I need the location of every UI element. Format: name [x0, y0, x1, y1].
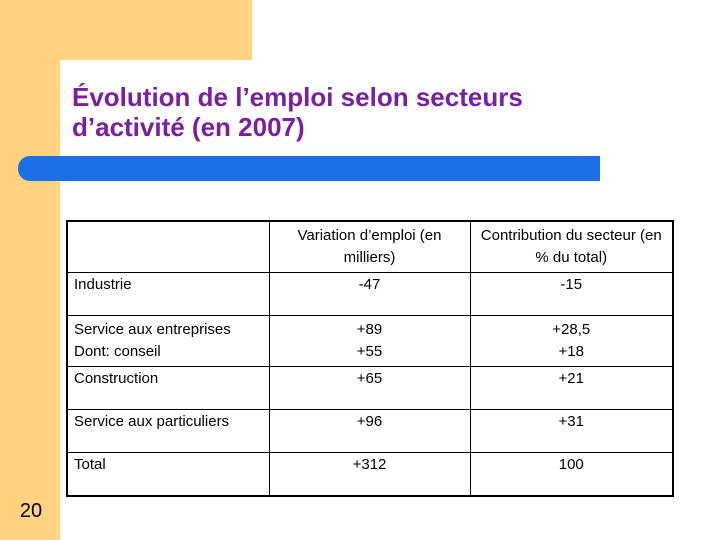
table-header-row: Variation d’emploi (en milliers) Contrib… — [66, 220, 674, 273]
row-contribution: 100 — [469, 452, 674, 497]
row-variation-sub: +55 — [356, 343, 383, 360]
title-panel — [60, 60, 720, 160]
row-variation: +312 — [268, 452, 471, 497]
table-row: Service aux particuliers +96 +31 — [66, 409, 674, 453]
header-empty — [66, 220, 270, 273]
row-contribution-sub: +18 — [558, 343, 584, 360]
row-variation: +89 +55 — [268, 315, 471, 367]
row-variation-main: +89 — [356, 321, 383, 338]
row-label: Service aux particuliers — [66, 409, 270, 453]
row-contribution: +21 — [469, 366, 674, 410]
row-contribution-main: +28,5 — [552, 321, 591, 338]
top-decorative-block — [0, 0, 252, 60]
slide-title-line2: d’activité (en 2007) — [72, 112, 305, 142]
header-variation-line1: Variation d’emploi — [297, 227, 416, 244]
header-contribution-line1: Contribution du secteur — [480, 227, 636, 244]
row-label: Service aux entreprises Dont: conseil — [66, 315, 270, 367]
row-label-sub: Dont: conseil — [74, 343, 161, 360]
row-variation: -47 — [268, 272, 471, 316]
table-row: Construction +65 +21 — [66, 366, 674, 410]
row-variation: +65 — [268, 366, 471, 410]
header-contribution: Contribution du secteur (en % du total) — [469, 220, 674, 273]
row-label: Industrie — [66, 272, 270, 316]
title-underline-bar — [18, 156, 600, 181]
header-variation-line2: (en milliers) — [343, 227, 442, 266]
employment-table: Variation d’emploi (en milliers) Contrib… — [66, 220, 674, 497]
row-label: Construction — [66, 366, 270, 410]
table-row: Service aux entreprises Dont: conseil +8… — [66, 315, 674, 367]
header-variation: Variation d’emploi (en milliers) — [268, 220, 471, 273]
row-variation: +96 — [268, 409, 471, 453]
row-contribution: -15 — [469, 272, 674, 316]
slide-title-line1: Évolution de l’emploi selon secteurs — [72, 82, 523, 112]
row-label: Total — [66, 452, 270, 497]
left-decorative-strip — [0, 0, 60, 540]
slide-title: Évolution de l’emploi selon secteurs d’a… — [72, 82, 632, 142]
row-contribution: +28,5 +18 — [469, 315, 674, 367]
slide-number: 20 — [19, 500, 43, 522]
table-row: Industrie -47 -15 — [66, 272, 674, 316]
header-contribution-line2: (en % du total) — [535, 227, 662, 266]
table-row: Total +312 100 — [66, 452, 674, 497]
row-contribution: +31 — [469, 409, 674, 453]
row-label-main: Service aux entreprises — [74, 321, 231, 338]
